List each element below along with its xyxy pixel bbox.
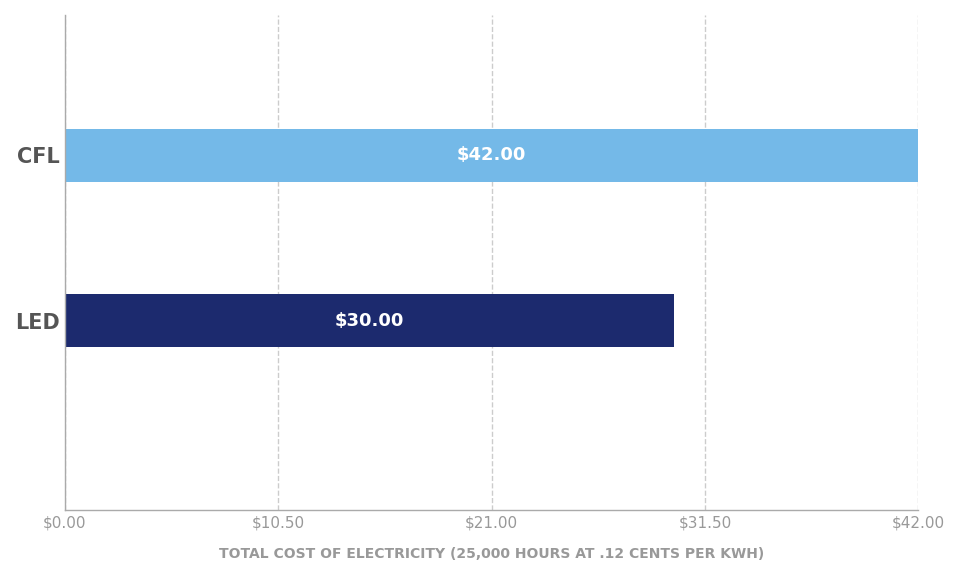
Text: $30.00: $30.00 — [335, 312, 404, 329]
Bar — [64, 129, 919, 182]
Text: $42.00: $42.00 — [457, 146, 526, 164]
Bar — [64, 294, 675, 347]
X-axis label: TOTAL COST OF ELECTRICITY (25,000 HOURS AT .12 CENTS PER KWH): TOTAL COST OF ELECTRICITY (25,000 HOURS … — [219, 547, 764, 561]
